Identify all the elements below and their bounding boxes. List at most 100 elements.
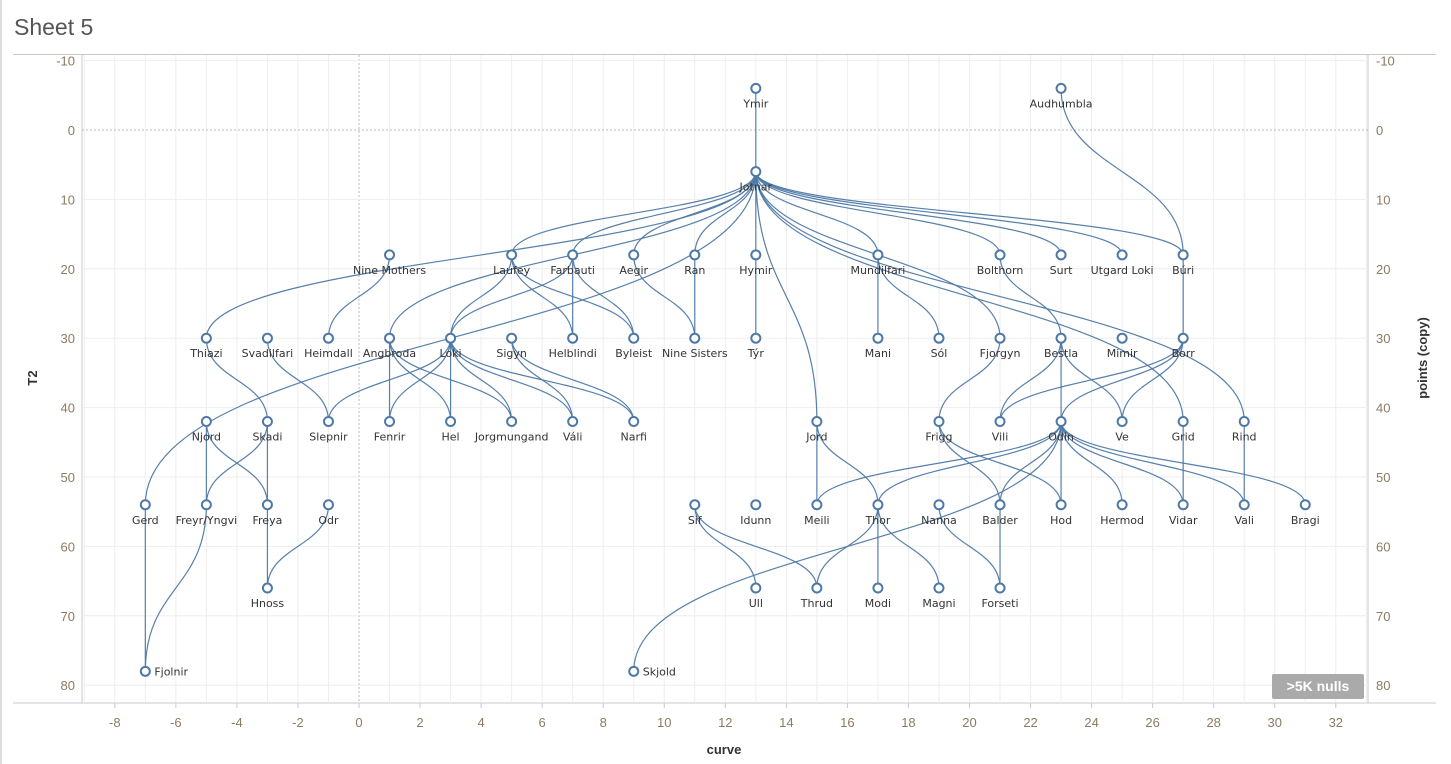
node-marker[interactable] bbox=[1177, 249, 1189, 261]
node-marker[interactable] bbox=[1116, 249, 1128, 261]
node-marker[interactable] bbox=[1238, 499, 1250, 511]
node-label: Ymir bbox=[742, 97, 768, 110]
node-marker[interactable] bbox=[933, 415, 945, 427]
node-marker[interactable] bbox=[261, 582, 273, 594]
sheet-title: Sheet 5 bbox=[14, 14, 94, 40]
edge-Laufey-to-Loki bbox=[449, 254, 513, 339]
node-marker[interactable] bbox=[994, 415, 1006, 427]
node-marker[interactable] bbox=[872, 499, 884, 511]
edge-Thiazi-to-Skadi bbox=[205, 338, 269, 422]
node-marker[interactable] bbox=[261, 415, 273, 427]
node-marker[interactable] bbox=[1116, 499, 1128, 511]
node-marker[interactable] bbox=[1177, 415, 1189, 427]
node-marker[interactable] bbox=[933, 332, 945, 344]
x-tick-label: 12 bbox=[718, 715, 732, 730]
edge-Sigyn-to-Váli bbox=[511, 338, 574, 422]
node-marker[interactable] bbox=[1299, 499, 1311, 511]
node-marker[interactable] bbox=[811, 499, 823, 511]
node-marker[interactable] bbox=[1116, 332, 1128, 344]
node-marker[interactable] bbox=[567, 332, 579, 344]
node-label: Rind bbox=[1232, 430, 1257, 443]
x-tick-label: -8 bbox=[109, 715, 121, 730]
node-marker[interactable] bbox=[750, 166, 762, 178]
node-marker[interactable] bbox=[384, 249, 396, 261]
node-marker[interactable] bbox=[811, 582, 823, 594]
node-label: Hymir bbox=[739, 264, 773, 277]
node-marker[interactable] bbox=[1238, 415, 1250, 427]
node-marker[interactable] bbox=[384, 332, 396, 344]
y-axis-title[interactable]: T2 bbox=[25, 370, 40, 385]
node-label: Laufey bbox=[493, 264, 530, 277]
node-marker[interactable] bbox=[384, 415, 396, 427]
node-marker[interactable] bbox=[933, 582, 945, 594]
node-marker[interactable] bbox=[200, 332, 212, 344]
y-right-tick-label: 50 bbox=[1376, 470, 1390, 485]
node-marker[interactable] bbox=[322, 499, 334, 511]
x-axis-title[interactable]: curve bbox=[707, 742, 742, 757]
node-marker[interactable] bbox=[506, 249, 518, 261]
y-tick-label: 20 bbox=[61, 262, 75, 277]
node-marker[interactable] bbox=[628, 249, 640, 261]
node-marker[interactable] bbox=[1055, 415, 1067, 427]
node-marker[interactable] bbox=[1116, 415, 1128, 427]
node-label: Ve bbox=[1115, 430, 1129, 443]
y-right-tick-label: 30 bbox=[1376, 331, 1390, 346]
node-marker[interactable] bbox=[200, 499, 212, 511]
node-marker[interactable] bbox=[811, 415, 823, 427]
node-marker[interactable] bbox=[872, 249, 884, 261]
edge-Laufey-to-Helblindi bbox=[511, 254, 574, 339]
node-marker[interactable] bbox=[994, 332, 1006, 344]
edge-Borr-to-Ve bbox=[1121, 338, 1184, 422]
node-marker[interactable] bbox=[750, 249, 762, 261]
edge-Bolthorn-to-Bestla bbox=[999, 254, 1062, 339]
y-axis-right-title[interactable]: points (copy) bbox=[1415, 317, 1430, 399]
node-marker[interactable] bbox=[872, 582, 884, 594]
node-marker[interactable] bbox=[689, 249, 701, 261]
node-marker[interactable] bbox=[872, 332, 884, 344]
node-marker[interactable] bbox=[750, 499, 762, 511]
node-marker[interactable] bbox=[1177, 499, 1189, 511]
node-label: Sigyn bbox=[496, 347, 527, 360]
node-marker[interactable] bbox=[139, 499, 151, 511]
node-marker[interactable] bbox=[1055, 249, 1067, 261]
node-marker[interactable] bbox=[994, 499, 1006, 511]
node-marker[interactable] bbox=[750, 582, 762, 594]
node-marker[interactable] bbox=[750, 82, 762, 94]
node-marker[interactable] bbox=[322, 332, 334, 344]
node-marker[interactable] bbox=[628, 665, 640, 677]
node-marker[interactable] bbox=[750, 332, 762, 344]
node-marker[interactable] bbox=[445, 332, 457, 344]
node-marker[interactable] bbox=[445, 415, 457, 427]
node-marker[interactable] bbox=[689, 332, 701, 344]
node-marker[interactable] bbox=[567, 415, 579, 427]
node-marker[interactable] bbox=[1055, 82, 1067, 94]
node-marker[interactable] bbox=[261, 332, 273, 344]
node-marker[interactable] bbox=[139, 665, 151, 677]
y-tick-label: 30 bbox=[61, 331, 75, 346]
node-marker[interactable] bbox=[1055, 332, 1067, 344]
node-marker[interactable] bbox=[994, 249, 1006, 261]
node-marker[interactable] bbox=[567, 249, 579, 261]
node-marker[interactable] bbox=[506, 332, 518, 344]
edge-Loki-to-Fenrir bbox=[388, 338, 452, 422]
node-label: Fjorgyn bbox=[980, 347, 1021, 360]
node-marker[interactable] bbox=[1177, 332, 1189, 344]
node-marker[interactable] bbox=[994, 582, 1006, 594]
node-marker[interactable] bbox=[933, 499, 945, 511]
x-tick-label: 22 bbox=[1023, 715, 1037, 730]
x-tick-label: 16 bbox=[840, 715, 854, 730]
node-marker[interactable] bbox=[1055, 499, 1067, 511]
node-marker[interactable] bbox=[628, 415, 640, 427]
node-label: Svadilfari bbox=[242, 347, 294, 360]
node-marker[interactable] bbox=[689, 499, 701, 511]
node-marker[interactable] bbox=[261, 499, 273, 511]
nulls-indicator-badge[interactable]: >5K nulls bbox=[1272, 674, 1364, 699]
node-marker[interactable] bbox=[322, 415, 334, 427]
node-marker[interactable] bbox=[200, 415, 212, 427]
node-marker[interactable] bbox=[506, 415, 518, 427]
node-label: Modi bbox=[865, 597, 891, 610]
node-label: Thor bbox=[864, 514, 890, 527]
edge-Nanna-to-Forseti bbox=[938, 504, 1001, 589]
node-marker[interactable] bbox=[628, 332, 640, 344]
edge-Odin-to-Balder bbox=[999, 421, 1062, 505]
